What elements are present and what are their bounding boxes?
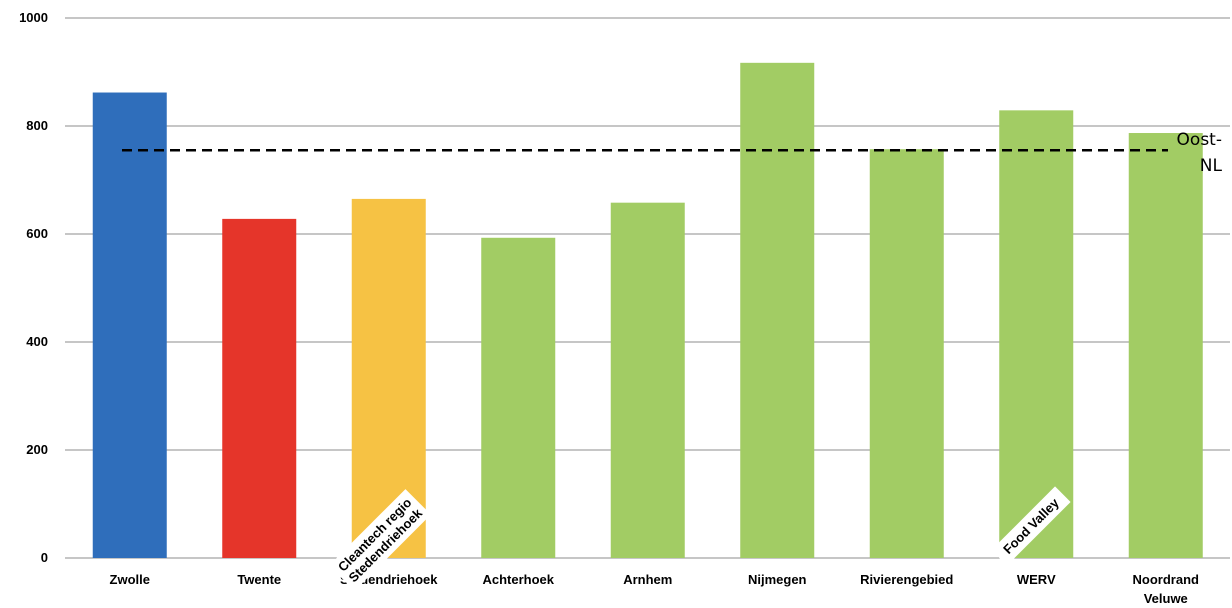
x-tick-label-line: Rivierengebied [860, 572, 953, 587]
y-tick-label: 0 [41, 550, 48, 565]
x-tick-label: Noordrand Veluwe [1133, 572, 1200, 606]
bar-noordrand-veluwe [1128, 133, 1203, 558]
bar-werv [999, 110, 1074, 558]
x-tick-label-line: Achterhoek [482, 572, 554, 587]
bar-rivierengebied [869, 149, 944, 558]
x-tick-label: WERV [1017, 572, 1056, 587]
x-tick-label-line: Veluwe [1144, 591, 1188, 606]
bar-zwolle [92, 92, 167, 559]
bar-nijmegen [740, 62, 815, 558]
y-tick-label: 200 [26, 442, 48, 457]
x-tick-label: Nijmegen [748, 572, 807, 587]
y-tick-label: 800 [26, 118, 48, 133]
reference-line-label-line: NL [1200, 156, 1223, 176]
x-tick-label: Zwolle [110, 572, 150, 587]
x-axis-labels: Zwolle Twente Stedendriehoek Achterhoek Arnh… [110, 572, 1200, 606]
x-tick-label: Arnhem [623, 572, 672, 587]
y-axis: 0 200 400 600 800 1000 [19, 10, 48, 565]
y-tick-label: 600 [26, 226, 48, 241]
x-tick-label-line: Zwolle [110, 572, 150, 587]
x-tick-label: Twente [237, 572, 281, 587]
annotation-background [329, 489, 431, 591]
bars [92, 62, 1203, 559]
x-tick-label-line: Arnhem [623, 572, 672, 587]
bar-arnhem [610, 202, 685, 558]
x-tick-label-line: Nijmegen [748, 572, 807, 587]
annotations: Cleantech regioStedendriehoek Food Valley [329, 486, 1071, 591]
bar-twente [222, 218, 297, 558]
reference-line-group: Oost- NL [122, 130, 1223, 176]
x-tick-label-line: Twente [237, 572, 281, 587]
x-tick-label-line: Noordrand [1133, 572, 1200, 587]
annotation-background [991, 486, 1071, 566]
x-tick-label: Achterhoek [482, 572, 554, 587]
y-tick-label: 400 [26, 334, 48, 349]
x-tick-label-line: WERV [1017, 572, 1056, 587]
reference-line-label: Oost- NL [1177, 130, 1223, 176]
reference-line-label-line: Oost- [1177, 130, 1222, 150]
y-tick-label: 1000 [19, 10, 48, 25]
bar-achterhoek [481, 237, 556, 558]
x-tick-label: Rivierengebied [860, 572, 953, 587]
